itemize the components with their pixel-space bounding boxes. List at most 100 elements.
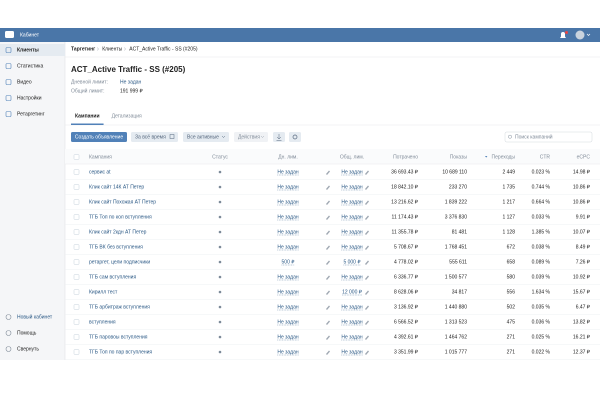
cell[interactable]: Не задан: [341, 274, 363, 280]
row-checkbox[interactable]: [73, 259, 80, 265]
campaign-name[interactable]: сервис at: [89, 169, 111, 175]
campaign-name[interactable]: Кирилл тест: [89, 289, 118, 295]
cell[interactable]: Не задан: [277, 214, 299, 220]
cell[interactable]: Не задан: [277, 169, 299, 175]
row-checkbox[interactable]: [73, 199, 80, 205]
cell[interactable]: Не задан: [341, 319, 363, 325]
campaign-name[interactable]: ТГБ паровоы вступления: [89, 334, 148, 340]
campaign-name[interactable]: ТГБ арбитраж вступления: [89, 304, 150, 310]
edit-icon[interactable]: [326, 335, 330, 341]
edit-icon[interactable]: [365, 320, 369, 326]
row-checkbox[interactable]: [73, 169, 80, 175]
edit-icon[interactable]: [365, 185, 369, 191]
filter-button[interactable]: [183, 132, 229, 142]
edit-icon[interactable]: [326, 215, 330, 221]
campaign-name[interactable]: Клик сайт 14К АТ Петер: [89, 183, 144, 190]
cell[interactable]: Не задан: [277, 349, 299, 355]
edit-icon[interactable]: [365, 170, 369, 176]
cell[interactable]: Не задан: [277, 199, 299, 205]
edit-icon[interactable]: [365, 290, 369, 296]
campaign-name[interactable]: ТГБ Топ по пар вступления: [89, 349, 152, 355]
sidebar-item[interactable]: Клиенты: [17, 47, 39, 53]
cell[interactable]: 500 ₽: [282, 259, 296, 265]
cell[interactable]: Не задан: [277, 289, 299, 295]
row-checkbox[interactable]: [73, 244, 80, 250]
cell[interactable]: Не задан: [277, 334, 299, 340]
edit-icon[interactable]: [365, 215, 369, 221]
cell[interactable]: Не задан: [341, 184, 363, 190]
row-checkbox[interactable]: [73, 289, 80, 295]
column-header[interactable]: CTR: [540, 154, 551, 160]
tab[interactable]: Кампании: [75, 113, 100, 119]
edit-icon[interactable]: [326, 350, 330, 356]
column-header[interactable]: Переходы: [492, 154, 516, 160]
cell[interactable]: 5 000 ₽: [343, 259, 361, 265]
row-checkbox[interactable]: [73, 319, 80, 325]
campaign-name[interactable]: Клик сайт Похожая АТ Петер: [89, 198, 156, 205]
breadcrumb-item[interactable]: Таргетинг: [71, 46, 95, 52]
sidebar-item[interactable]: Настройки: [17, 94, 42, 101]
vk-logo[interactable]: [5, 31, 14, 38]
column-header[interactable]: eCPC: [577, 154, 591, 160]
select-all-checkbox[interactable]: [73, 154, 80, 160]
sidebar-footer-item[interactable]: Помощь: [17, 330, 37, 336]
edit-icon[interactable]: [365, 305, 369, 311]
period-button[interactable]: [131, 132, 178, 142]
cell[interactable]: Не задан: [341, 334, 363, 340]
cell[interactable]: Не задан: [341, 199, 363, 205]
sidebar-footer-item[interactable]: Новый кабинет: [17, 313, 53, 320]
edit-icon[interactable]: [365, 275, 369, 281]
column-header[interactable]: Потрачено: [393, 154, 418, 160]
cell[interactable]: Не задан: [277, 184, 299, 190]
column-header[interactable]: Общ. лим.: [340, 154, 364, 160]
edit-icon[interactable]: [326, 170, 330, 176]
campaign-name[interactable]: ТГБ Топ по кол вступления: [89, 214, 152, 220]
row-checkbox[interactable]: [73, 349, 80, 355]
edit-icon[interactable]: [326, 290, 330, 296]
cell[interactable]: Не задан: [277, 244, 299, 250]
row-checkbox[interactable]: [73, 214, 80, 220]
campaign-name[interactable]: вступления: [89, 319, 116, 325]
sidebar-item[interactable]: Видео: [17, 79, 32, 85]
edit-icon[interactable]: [365, 350, 369, 356]
cell[interactable]: Не задан: [277, 229, 299, 235]
campaign-name[interactable]: Клик сайт 2кдн АТ Петер: [89, 228, 147, 235]
edit-icon[interactable]: [326, 245, 330, 251]
sidebar-footer-item[interactable]: Свернуть: [17, 346, 39, 352]
column-header[interactable]: Кампания: [89, 154, 112, 160]
row-checkbox[interactable]: [73, 184, 80, 190]
cell[interactable]: Не задан: [341, 169, 363, 175]
breadcrumb-item[interactable]: Клиенты: [102, 46, 122, 52]
edit-icon[interactable]: [326, 185, 330, 191]
sidebar-item[interactable]: Ретаргетинг: [17, 111, 45, 117]
column-header[interactable]: Показы: [450, 154, 468, 160]
row-checkbox[interactable]: [73, 304, 80, 310]
cell[interactable]: 12 000 ₽: [342, 289, 363, 295]
create-button[interactable]: [71, 132, 127, 142]
actions-button[interactable]: [234, 132, 268, 142]
notifications[interactable]: [560, 32, 566, 38]
edit-icon[interactable]: [326, 275, 330, 281]
edit-icon[interactable]: [326, 230, 330, 236]
sidebar-item[interactable]: Статистика: [17, 63, 43, 69]
avatar[interactable]: [575, 30, 585, 40]
tab[interactable]: Детализация: [112, 113, 142, 119]
edit-icon[interactable]: [365, 245, 369, 251]
campaign-name[interactable]: ретаргет, цели подписчики: [89, 259, 150, 265]
cell[interactable]: Не задан: [341, 349, 363, 355]
row-checkbox[interactable]: [73, 274, 80, 280]
cell[interactable]: Не задан: [341, 229, 363, 235]
cell[interactable]: Не задан: [341, 214, 363, 220]
limit-value[interactable]: Не задан: [120, 79, 142, 85]
cell[interactable]: Не задан: [277, 319, 299, 325]
cell[interactable]: Не задан: [277, 304, 299, 310]
search-input[interactable]: [504, 131, 593, 143]
menu-caret[interactable]: [586, 33, 591, 36]
row-checkbox[interactable]: [73, 334, 80, 340]
row-checkbox[interactable]: [73, 229, 80, 235]
cell[interactable]: Не задан: [341, 304, 363, 310]
settings-button[interactable]: [289, 132, 301, 142]
edit-icon[interactable]: [365, 200, 369, 206]
edit-icon[interactable]: [365, 335, 369, 341]
edit-icon[interactable]: [326, 320, 330, 326]
